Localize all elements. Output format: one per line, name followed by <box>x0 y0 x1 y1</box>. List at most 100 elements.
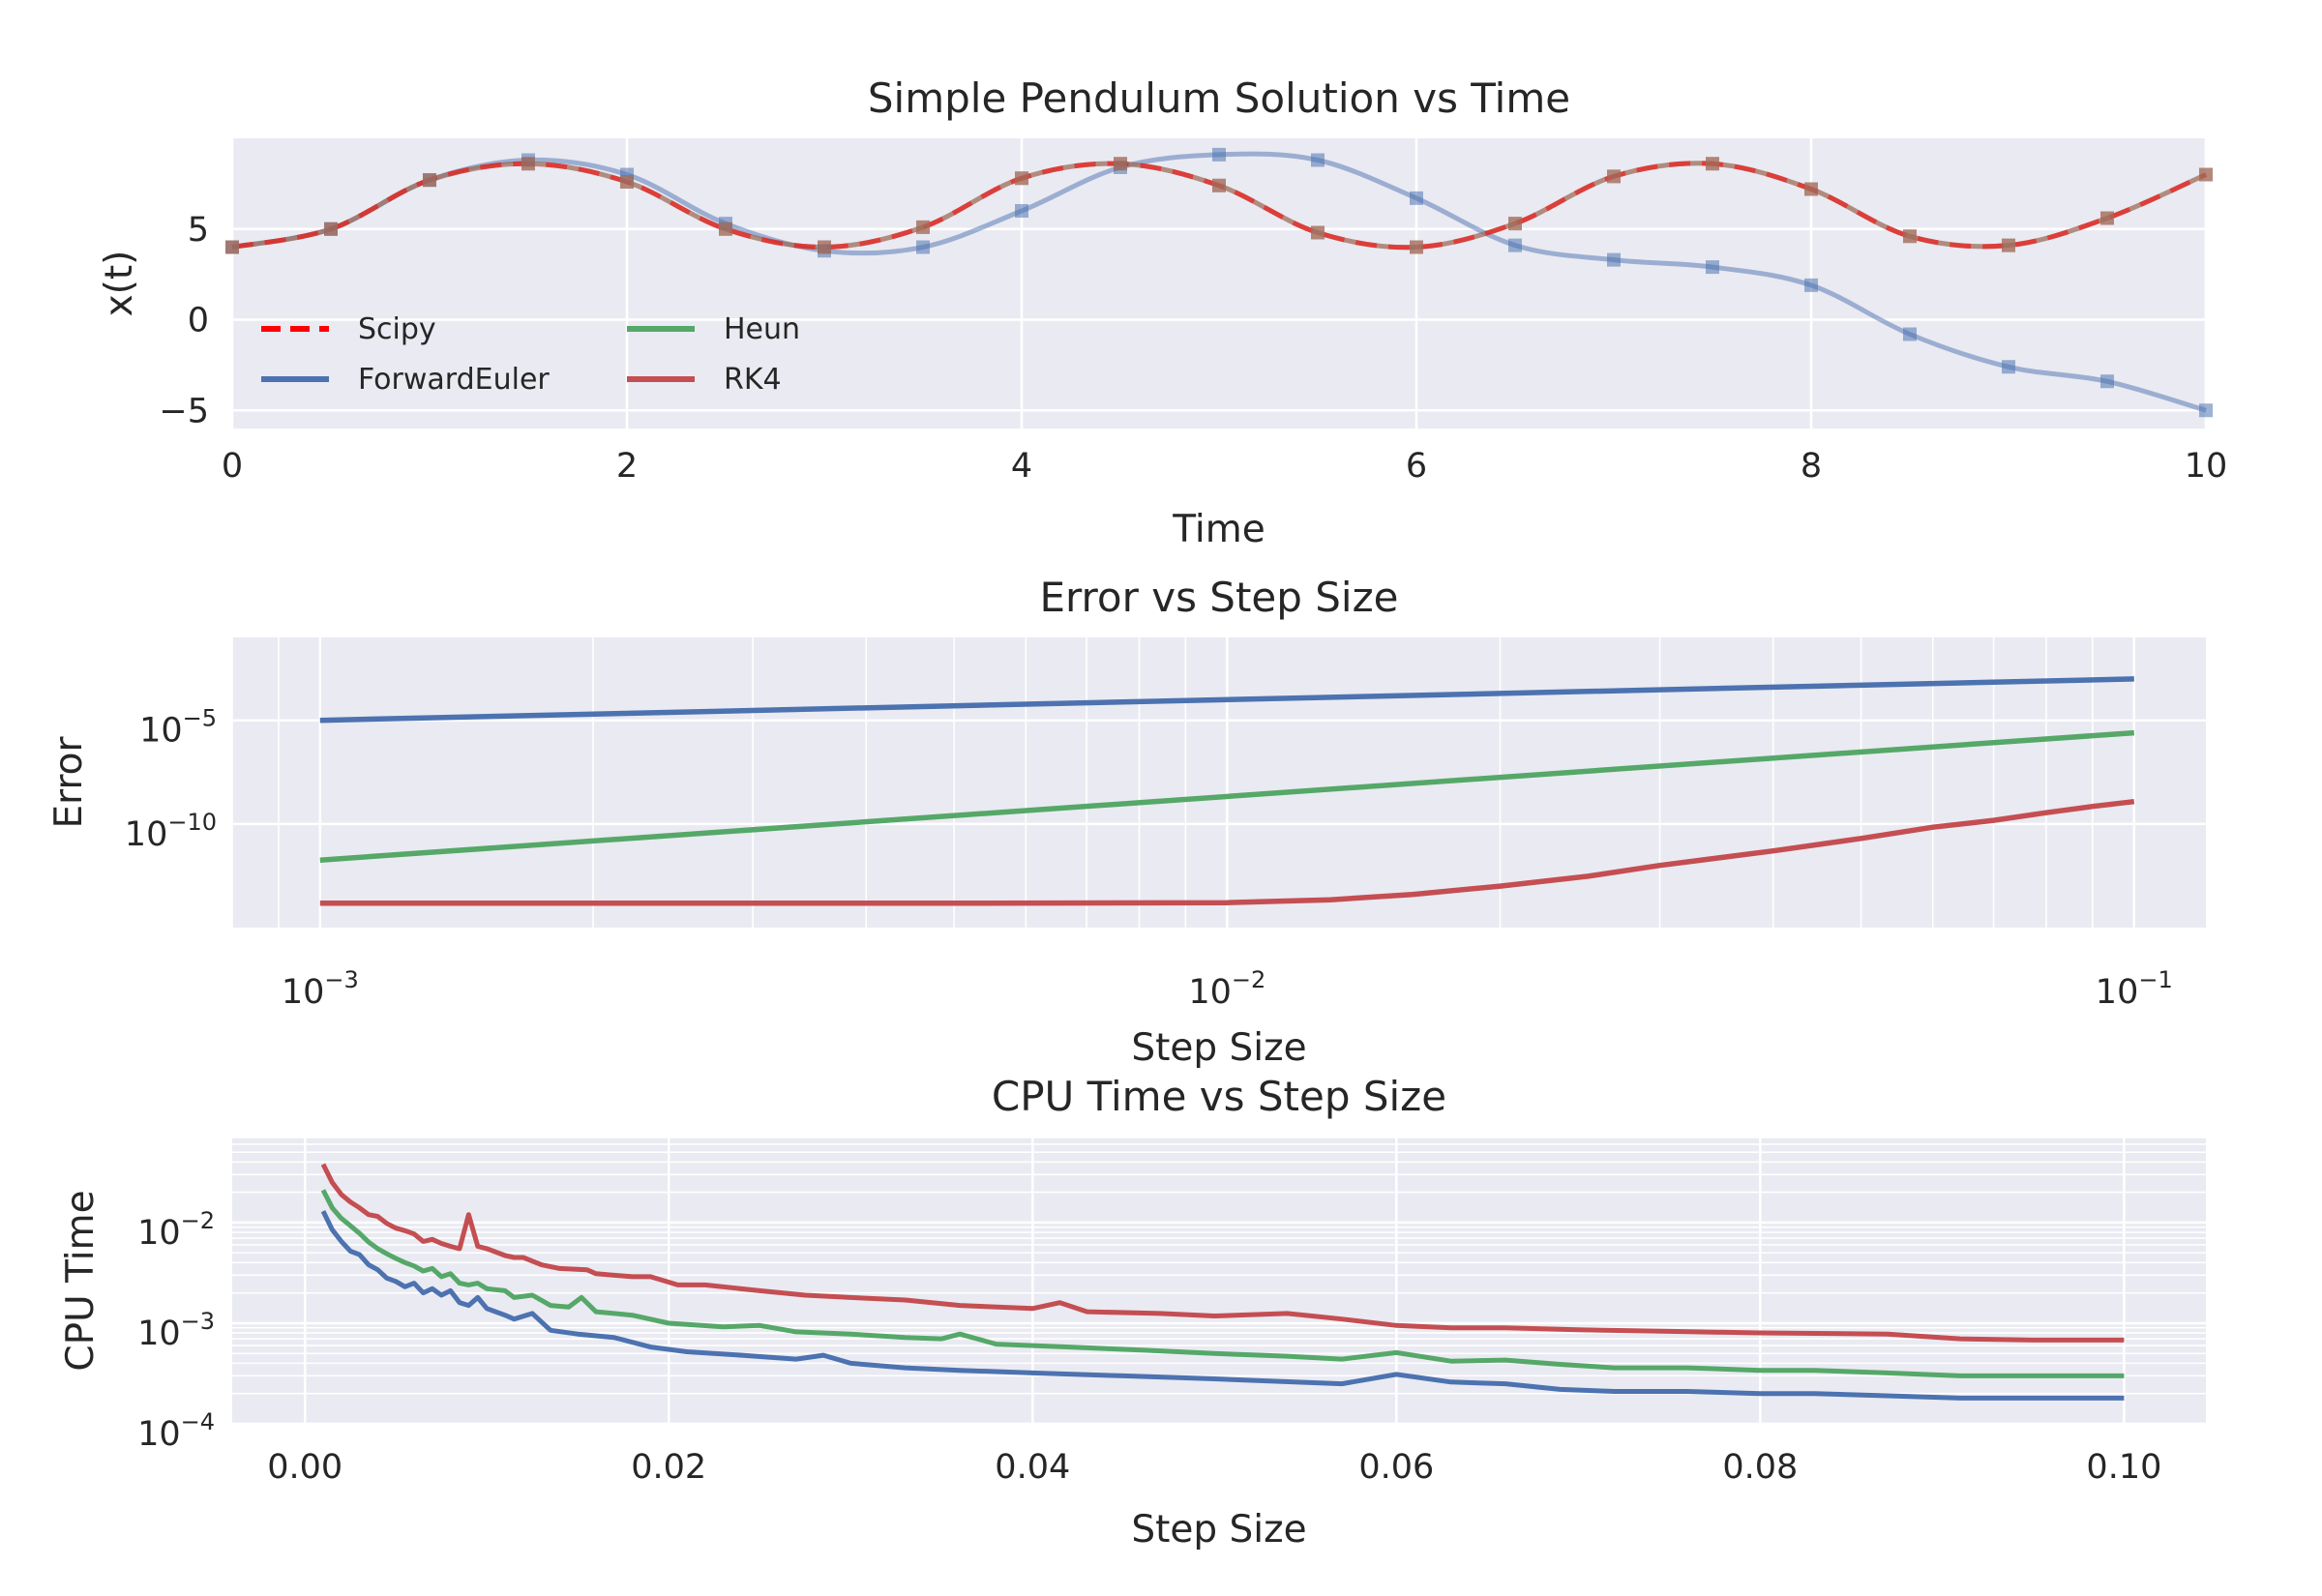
series-line-rk4 <box>320 1163 2125 1343</box>
y-axis-label: Error <box>47 736 91 829</box>
y-axis-label: x(t) <box>98 251 141 317</box>
x-tick-label: 0.06 <box>1358 1448 1434 1487</box>
data-point-rk4 <box>916 220 930 234</box>
x-tick-label: 0.08 <box>1722 1448 1798 1487</box>
data-point-rk4 <box>1508 217 1522 231</box>
x-tick-labels: 10−3 10−2 10−1 <box>282 966 2173 1012</box>
data-point-rk4 <box>818 240 831 254</box>
series-group <box>319 676 2135 906</box>
x-tick-label: 2 <box>616 447 638 486</box>
y-tick-labels: 10−210−310−4 <box>137 1207 215 1454</box>
y-tick-label: 10−2 <box>137 1207 215 1253</box>
chart-title: Error vs Step Size <box>1039 574 1398 621</box>
series-line-heun <box>319 729 2134 863</box>
plot-area <box>232 637 2206 928</box>
x-tick-label: 10−2 <box>1188 966 1265 1012</box>
data-point-rk4 <box>2002 238 2015 252</box>
legend: Scipy ForwardEuler Heun RK4 <box>261 312 800 397</box>
y-tick-label: 0 <box>188 302 209 340</box>
y-tick-labels: −5 0 5 <box>159 211 209 431</box>
data-point-forwardeuler <box>1311 153 1325 167</box>
chart-title: CPU Time vs Step Size <box>992 1073 1446 1120</box>
data-point-rk4 <box>1706 157 1719 171</box>
y-tick-labels: 10−510−10 <box>125 705 217 854</box>
x-tick-label-base: 10 <box>2096 973 2139 1012</box>
data-point-rk4 <box>1212 178 1226 192</box>
x-tick-label-exponent: −2 <box>1232 966 1265 993</box>
chart-panel-pendulum: 0 2 4 6 8 10 −5 0 5 Simple Pendulum Solution vs… <box>98 74 2227 551</box>
y-tick-label: 10−10 <box>125 809 217 854</box>
data-point-rk4 <box>324 222 338 236</box>
y-tick-label-base: 10 <box>137 1315 181 1353</box>
markers-group <box>225 147 2213 418</box>
y-tick-label-exponent: −10 <box>167 809 217 836</box>
y-tick-label-base: 10 <box>125 815 168 854</box>
data-point-forwardeuler <box>2002 360 2015 374</box>
series-group <box>320 1163 2125 1401</box>
x-tick-label: 8 <box>1801 447 1822 486</box>
data-point-rk4 <box>521 157 535 171</box>
y-tick-label: 10−3 <box>137 1308 215 1353</box>
x-tick-label: 10−3 <box>282 966 359 1012</box>
x-tick-label-base: 10 <box>1188 973 1232 1012</box>
series-line-forwardeuler <box>320 1210 2125 1401</box>
x-axis-label: Step Size <box>1131 1508 1306 1552</box>
y-axis-label: CPU Time <box>59 1190 103 1371</box>
x-tick-label: 10 <box>2185 447 2228 486</box>
data-point-forwardeuler <box>1015 204 1028 218</box>
x-tick-label: 0.02 <box>631 1448 706 1487</box>
y-tick-label-exponent: −5 <box>183 705 217 732</box>
series-line-rk4 <box>319 798 2135 906</box>
data-point-forwardeuler <box>1410 191 1423 205</box>
y-tick-label-exponent: −2 <box>181 1207 215 1234</box>
data-point-forwardeuler <box>2100 374 2114 389</box>
y-tick-label-base: 10 <box>139 712 183 751</box>
data-point-rk4 <box>719 222 732 236</box>
data-point-forwardeuler <box>1903 327 1917 341</box>
x-tick-label: 0.00 <box>267 1448 342 1487</box>
x-tick-label: 6 <box>1406 447 1427 486</box>
y-tick-label-exponent: −3 <box>181 1308 215 1335</box>
y-tick-label: −5 <box>159 392 209 430</box>
data-point-forwardeuler <box>1706 260 1719 275</box>
data-point-forwardeuler <box>2199 403 2213 418</box>
data-point-rk4 <box>1804 182 1818 196</box>
grid <box>231 637 2206 928</box>
data-point-rk4 <box>1607 169 1621 184</box>
x-axis-label: Step Size <box>1131 1026 1306 1070</box>
data-point-rk4 <box>1903 229 1917 244</box>
legend-label-heun: Heun <box>724 312 800 346</box>
x-tick-labels: 0 2 4 6 8 10 <box>222 447 2227 486</box>
legend-label-rk4: RK4 <box>724 363 782 397</box>
legend-label-scipy: Scipy <box>358 312 436 346</box>
x-tick-label: 10−1 <box>2096 966 2173 1012</box>
chart-title: Simple Pendulum Solution vs Time <box>868 74 1570 122</box>
data-point-forwardeuler <box>1508 238 1522 252</box>
x-tick-label: 0 <box>222 447 243 486</box>
data-point-forwardeuler <box>1607 252 1621 267</box>
data-point-rk4 <box>1410 240 1423 254</box>
chart-panel-cpu-time: 0.00 0.02 0.04 0.06 0.08 0.10 10−210−310−4 CP… <box>59 1073 2206 1552</box>
data-point-forwardeuler <box>1804 278 1818 292</box>
series-line-heun <box>320 1189 2125 1378</box>
x-tick-label: 0.04 <box>995 1448 1070 1487</box>
data-point-rk4 <box>620 175 634 189</box>
data-point-rk4 <box>1311 225 1325 240</box>
data-point-rk4 <box>1015 171 1028 186</box>
x-tick-label-base: 10 <box>282 973 325 1012</box>
x-axis-label: Time <box>1172 508 1265 551</box>
series-line-forwardeuler <box>319 676 2134 724</box>
data-point-forwardeuler <box>1212 147 1226 162</box>
data-point-rk4 <box>1114 157 1127 171</box>
grid <box>232 1137 2206 1426</box>
x-tick-label-exponent: −3 <box>324 966 358 993</box>
chart-panel-error: 10−3 10−2 10−1 10−510−10 Error vs Step Siz… <box>47 574 2206 1070</box>
legend-label-forwardeuler: ForwardEuler <box>358 363 550 397</box>
y-tick-label-exponent: −4 <box>181 1408 215 1435</box>
y-tick-label: 10−4 <box>137 1408 215 1454</box>
data-point-rk4 <box>225 240 239 254</box>
data-point-forwardeuler <box>916 240 930 254</box>
y-tick-label: 5 <box>188 211 209 250</box>
y-tick-label-base: 10 <box>137 1415 181 1454</box>
